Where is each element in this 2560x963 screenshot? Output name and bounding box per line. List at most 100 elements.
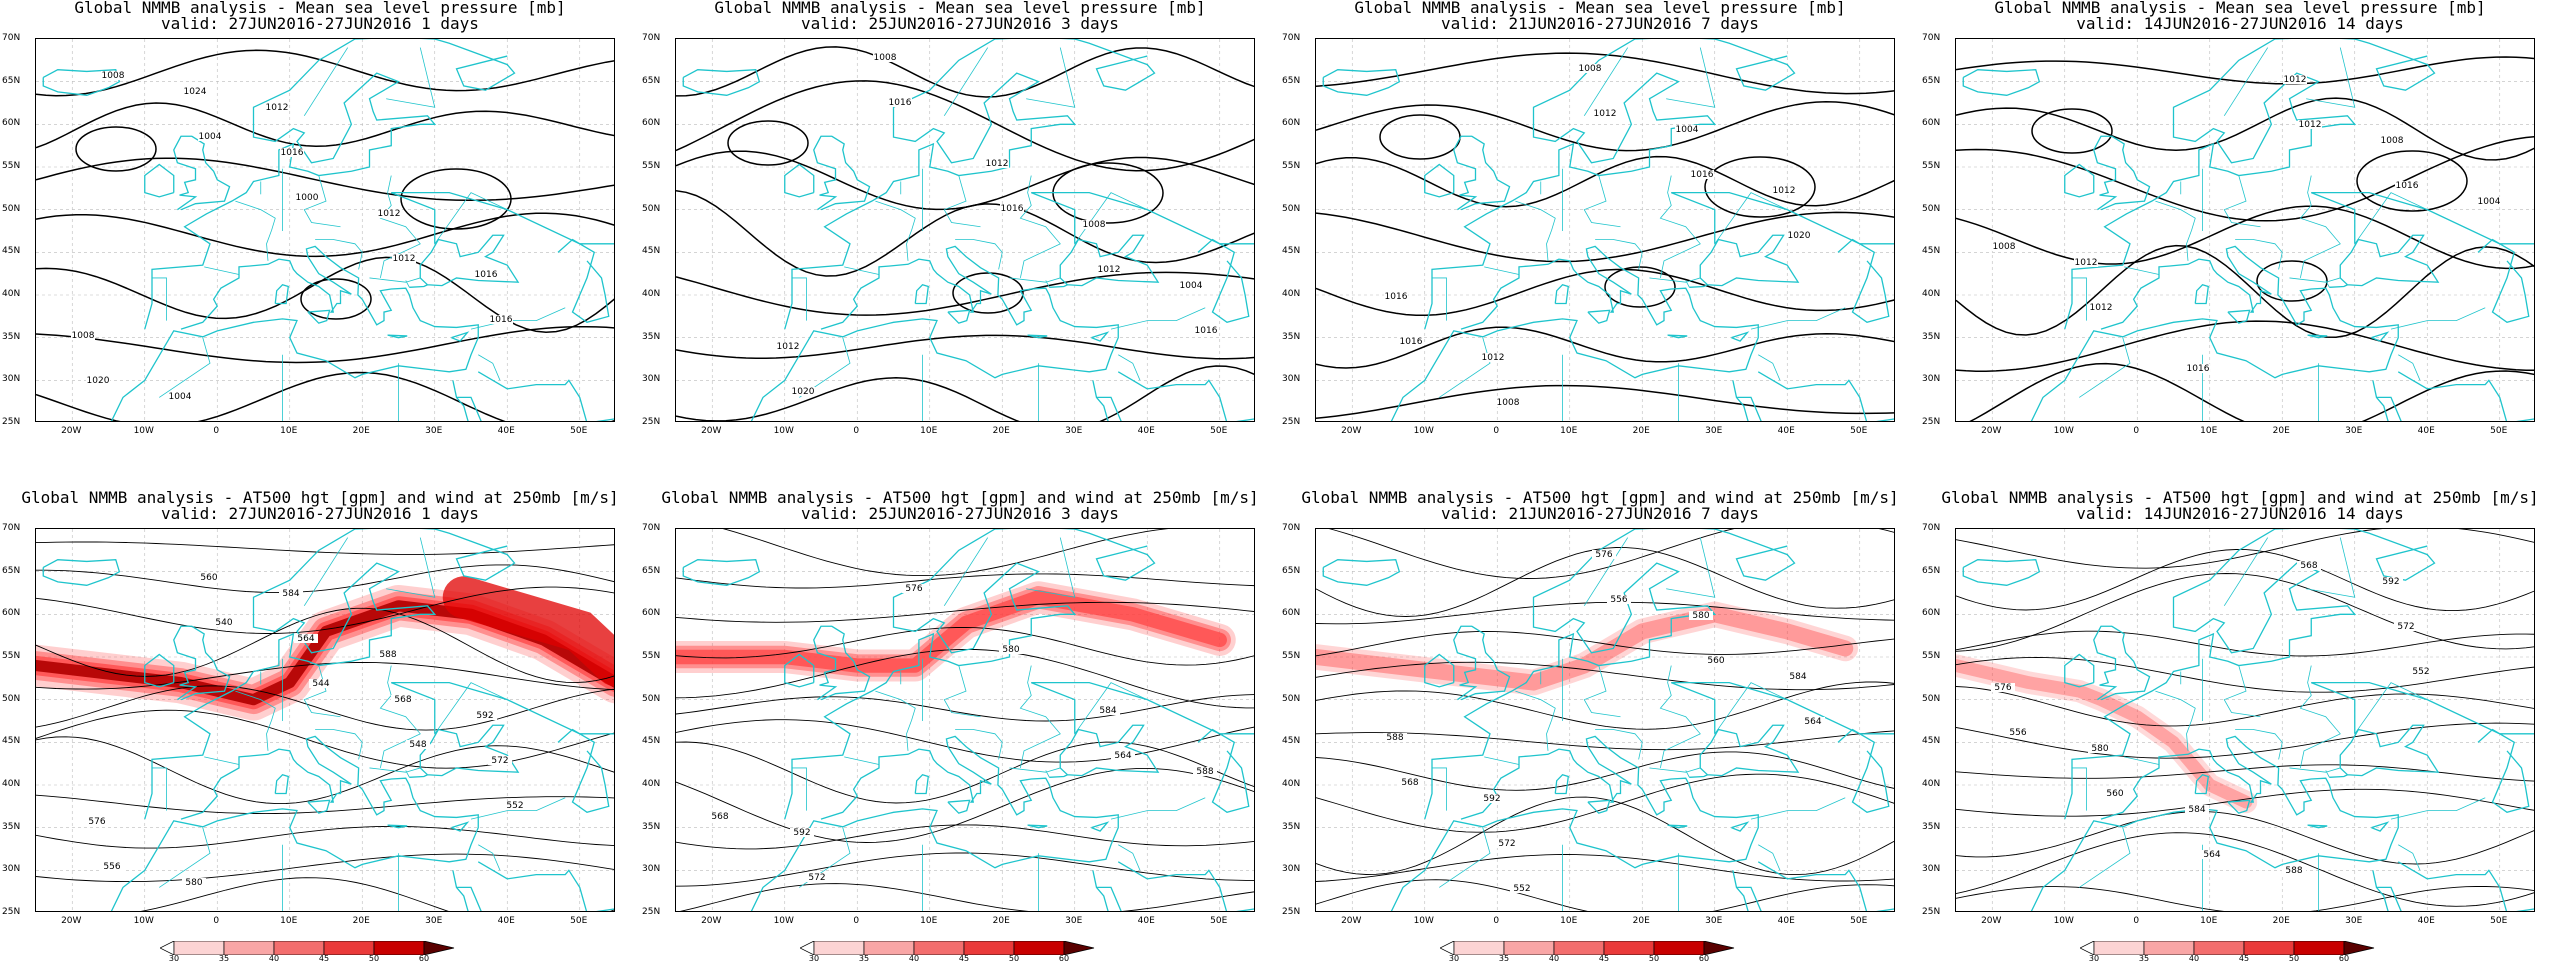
lat-tick-label: 30N — [1282, 864, 1301, 875]
country-border — [1026, 47, 1076, 108]
country-border — [478, 844, 501, 871]
coastline — [307, 309, 331, 324]
coastline — [2227, 309, 2251, 324]
coastline — [1962, 69, 2041, 96]
country-border — [2306, 47, 2356, 108]
country-border — [303, 47, 349, 117]
contour-label: 592 — [476, 711, 493, 721]
lat-tick-label: 55N — [642, 651, 661, 661]
contour-labels: 1008 1004 1000 1012 1016 1020 1024 1016 1012 1016… — [71, 71, 513, 402]
colorbar-tick-label: 35 — [2138, 954, 2150, 963]
coastline — [110, 245, 479, 421]
colorbar-tick-label: 45 — [1598, 954, 1610, 963]
coastline — [2329, 724, 2440, 778]
lat-tick-label: 25N — [2, 907, 21, 917]
lon-tick-label: 40E — [1137, 916, 1155, 926]
coastline — [2307, 824, 2328, 829]
contour-label-bg — [1194, 326, 1218, 335]
coastline — [409, 234, 520, 288]
contour-label: 1020 — [1788, 231, 1811, 241]
isoline — [140, 877, 614, 911]
coastline — [42, 69, 121, 96]
map-area: 1012 1016 1008 1012 1016 1012 1008 1004 1012 — [1955, 38, 2535, 422]
map-svg: 552 556 560 564 568 572 576 580 584 588 592 — [1956, 529, 2534, 911]
contour-label: 576 — [1994, 683, 2011, 693]
country-border — [943, 537, 989, 607]
panel-title: Global NMMB analysis - Mean sea level pr… — [1994, 0, 2486, 17]
coastline — [451, 331, 470, 342]
country-border — [369, 277, 421, 283]
country-border — [943, 665, 981, 718]
lat-tick-label: 40N — [1282, 779, 1301, 789]
country-border — [478, 354, 501, 381]
isoline — [1956, 788, 2534, 817]
coastline — [144, 163, 175, 198]
contours — [676, 529, 1254, 911]
lon-tick-label: 50E — [570, 916, 588, 926]
contour-label-bg — [1690, 170, 1714, 179]
contour-label: 1008 — [1579, 64, 1602, 74]
lat-tick-label: 30N — [2, 374, 21, 385]
coastline — [2397, 371, 2534, 421]
isoline — [676, 46, 1254, 98]
contour-label: 568 — [2300, 561, 2317, 571]
contour-label-bg — [708, 812, 732, 821]
coastline — [1757, 371, 1894, 421]
coastline — [1197, 238, 1250, 324]
isoline — [1316, 326, 1894, 369]
colorbar-tick-label: 35 — [1498, 954, 1510, 963]
jet-band — [442, 576, 614, 687]
coastline — [144, 653, 175, 688]
panel-valid-period: valid: 25JUN2016-27JUN2016 3 days — [801, 504, 1119, 523]
coastline — [914, 284, 930, 305]
colorbar-tick-label: 40 — [1548, 954, 1560, 963]
country-border — [1758, 354, 1781, 381]
isoline — [1316, 547, 1894, 617]
coastline — [1731, 821, 1750, 832]
contour-label-bg — [1096, 706, 1120, 715]
country-border — [1019, 175, 1061, 279]
country-border — [1595, 239, 1643, 270]
country-border — [2325, 770, 2330, 778]
mslp-panel: Global NMMB analysis - Mean sea level pr… — [1920, 0, 2560, 450]
isoline — [1316, 52, 1894, 95]
country-border — [2079, 337, 2131, 398]
contour-label-bg — [489, 315, 513, 324]
isoline — [1956, 630, 2534, 657]
country-border — [386, 47, 436, 108]
country-border — [2398, 844, 2421, 871]
lat-tick-label: 65N — [642, 565, 661, 576]
lat-tick-label: 35N — [1282, 331, 1301, 342]
contour-label-bg — [392, 254, 416, 263]
country-border — [1659, 665, 1701, 769]
coastline — [2372, 380, 2389, 421]
colorbar-segment — [2243, 940, 2295, 956]
lat-tick-label: 25N — [642, 907, 661, 917]
colorbar-tick-label: 60 — [418, 954, 430, 963]
contour-label: 560 — [200, 573, 217, 583]
colorbar-segment — [1653, 940, 1705, 956]
colorbar-tick-label: 60 — [2338, 954, 2350, 963]
country-border — [1484, 756, 1520, 765]
isoline — [1956, 657, 2534, 693]
lat-tick-label: 50N — [1282, 203, 1301, 214]
lon-tick-label: 40E — [1777, 916, 1795, 926]
country-border — [2223, 175, 2261, 228]
lon-tick-label: 30E — [2345, 916, 2363, 926]
country-border — [315, 239, 363, 270]
contour-label: 1004 — [1676, 125, 1699, 135]
contour-label: 1016 — [2187, 364, 2210, 374]
contour-label-bg — [790, 828, 814, 837]
map-svg: 1012 1016 1008 1012 1016 1012 1008 1004 1012 — [1956, 39, 2534, 421]
contour-label-bg — [2283, 75, 2307, 84]
contour-label: 580 — [2091, 744, 2108, 754]
country-border — [1074, 682, 1148, 735]
contour-label-bg — [1481, 353, 1505, 362]
isoline — [36, 325, 614, 364]
contour-label-bg — [2282, 866, 2306, 875]
colorbar-segment — [1603, 940, 1655, 956]
lat-tick-label: 60N — [1282, 608, 1301, 619]
lat-tick-label: 40N — [2, 289, 21, 299]
lat-tick-label: 25N — [1282, 907, 1301, 917]
contour-label-bg — [1383, 733, 1407, 742]
